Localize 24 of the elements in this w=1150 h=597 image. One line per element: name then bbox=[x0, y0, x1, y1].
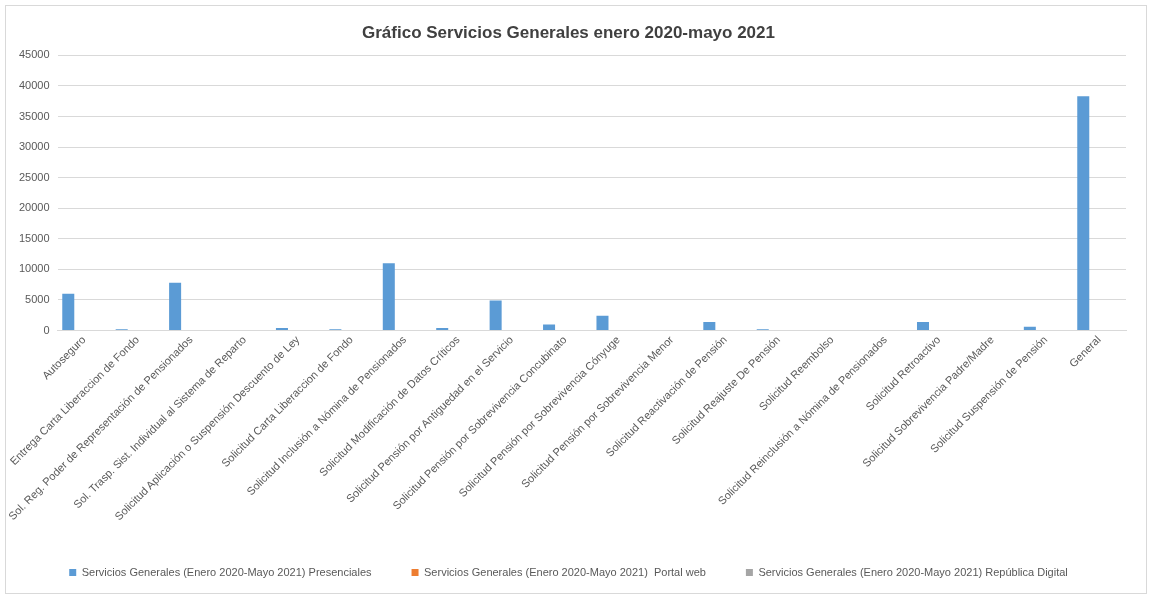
bar bbox=[703, 321, 716, 330]
y-tick-label: 25000 bbox=[18, 170, 50, 183]
y-tick-label: 15000 bbox=[18, 231, 50, 244]
y-tick-label: 30000 bbox=[18, 140, 50, 153]
bar bbox=[489, 300, 502, 330]
y-tick-label: 10000 bbox=[18, 262, 50, 275]
bar bbox=[596, 315, 609, 330]
bar bbox=[169, 282, 182, 330]
y-tick-label: 45000 bbox=[18, 48, 50, 61]
bar bbox=[382, 263, 395, 330]
y-tick-label: 35000 bbox=[18, 109, 50, 122]
bar bbox=[1077, 96, 1090, 330]
legend-label: Servicios Generales (Enero 2020-Mayo 2021) República Digital bbox=[758, 565, 1068, 578]
bar bbox=[62, 293, 75, 330]
y-tick-label: 0 bbox=[43, 323, 50, 336]
legend-label: Servicios Generales (Enero 2020-Mayo 2021) Portal web bbox=[424, 565, 706, 578]
bar bbox=[1023, 326, 1036, 330]
y-tick-label: 5000 bbox=[25, 292, 50, 305]
legend-label: Servicios Generales (Enero 2020-Mayo 2021) Presenciales bbox=[81, 565, 373, 578]
y-tick-label: 40000 bbox=[18, 79, 50, 91]
bar bbox=[916, 321, 930, 330]
y-tick-label: 20000 bbox=[18, 201, 50, 214]
bar bbox=[543, 324, 556, 330]
chart-title: Gráfico Servicios Generales enero 2020-mayo 2021 bbox=[362, 22, 775, 42]
